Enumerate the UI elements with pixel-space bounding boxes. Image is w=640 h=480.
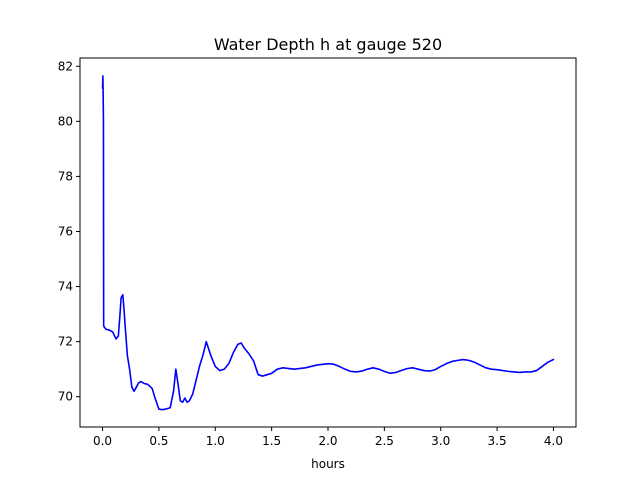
x-tick-label: 2.5 [375, 434, 394, 448]
y-tick-label: 82 [58, 59, 73, 73]
plot-area [101, 75, 555, 411]
y-tick-label: 80 [58, 114, 73, 128]
y-tick-label: 78 [58, 169, 73, 183]
axes-frame [79, 57, 577, 428]
x-tick-label: 3.5 [488, 434, 507, 448]
x-tick-label: 1.0 [206, 434, 225, 448]
y-tick-label: 76 [58, 224, 73, 238]
y-tick-label: 70 [58, 390, 73, 404]
x-axis-ticks: 0.0 0.5 1.0 1.5 2.0 2.5 3.0 3.5 4.0 [93, 427, 563, 448]
x-tick-label: 3.0 [431, 434, 450, 448]
series-line [101, 75, 555, 411]
x-tick-label: 0.0 [93, 434, 112, 448]
y-tick-label: 72 [58, 335, 73, 349]
chart-title: Water Depth h at gauge 520 [214, 35, 442, 54]
x-tick-label: 0.5 [149, 434, 168, 448]
x-tick-label: 2.0 [318, 434, 337, 448]
y-axis-ticks: 70 72 74 76 78 80 82 [58, 59, 80, 404]
y-tick-label: 74 [58, 280, 73, 294]
x-tick-label: 1.5 [262, 434, 281, 448]
x-tick-label: 4.0 [544, 434, 563, 448]
x-axis-label: hours [311, 457, 345, 471]
